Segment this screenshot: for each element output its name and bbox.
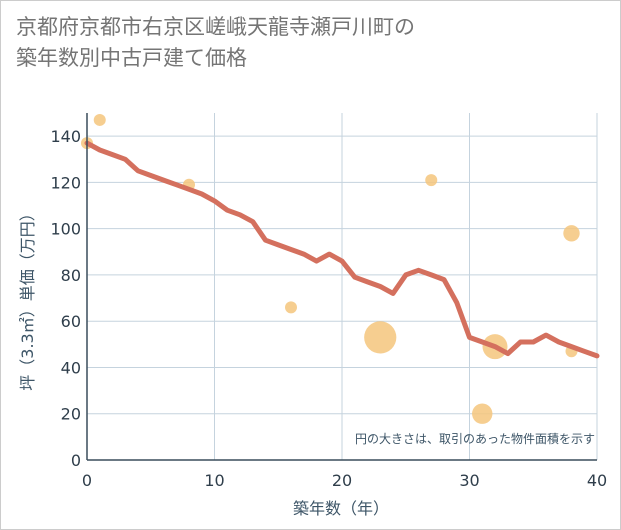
x-tick-label: 20 — [332, 471, 352, 490]
y-tick-label: 20 — [61, 405, 81, 424]
grid-lines — [87, 113, 598, 460]
data-point — [563, 225, 580, 242]
y-tick-label: 140 — [50, 127, 81, 146]
chart-title-line2: 築年数別中古戸建て価格 — [16, 46, 247, 70]
data-point — [93, 113, 106, 126]
x-tick-label: 40 — [587, 471, 607, 490]
y-tick-label: 120 — [50, 173, 81, 192]
data-point — [425, 174, 438, 187]
data-point — [472, 403, 493, 424]
trend-line — [84, 140, 600, 359]
x-tick-label: 30 — [459, 471, 479, 490]
bubble-series — [81, 113, 580, 424]
axes — [86, 113, 597, 461]
x-tick-label: 10 — [204, 471, 224, 490]
y-tick-label: 0 — [71, 451, 81, 470]
y-axis-label: 坪（3.3㎡）単価（万円） — [18, 205, 37, 390]
y-tick-label: 40 — [61, 358, 81, 377]
y-tick-label: 100 — [50, 220, 81, 239]
x-tick-label: 0 — [82, 471, 92, 490]
y-tick-label: 60 — [61, 312, 81, 331]
chart-title-line1: 京都府京都市右京区嵯峨天龍寺瀬戸川町の — [16, 15, 415, 39]
x-axis-label: 築年数（年） — [293, 499, 389, 518]
chart-title: 京都府京都市右京区嵯峨天龍寺瀬戸川町の 築年数別中古戸建て価格 — [16, 12, 606, 74]
data-point — [285, 301, 297, 314]
size-note: 円の大きさは、取引のあった物件面積を示す — [355, 431, 595, 446]
data-point — [364, 321, 397, 354]
x-tick-labels: 0 10 20 30 40 — [82, 471, 607, 490]
y-tick-labels: 0 20 40 60 80 100 120 140 — [50, 127, 81, 470]
y-tick-label: 80 — [61, 266, 81, 285]
